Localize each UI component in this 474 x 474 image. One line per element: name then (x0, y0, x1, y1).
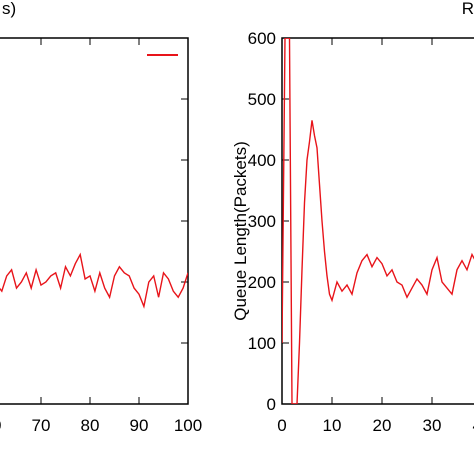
data-line (0, 252, 188, 309)
y-tick-label: 300 (248, 212, 276, 231)
y-tick-label: 500 (248, 90, 276, 109)
y-tick-label: 100 (248, 334, 276, 353)
y-tick-label: 200 (248, 273, 276, 292)
plot-area (282, 38, 474, 404)
x-tick-label: 70 (32, 416, 51, 435)
x-tick-label: 40 (473, 416, 474, 435)
y-axis-label: Queue Length(Packets) (231, 141, 250, 321)
plot-area (0, 252, 188, 309)
chart-title: s) (2, 0, 16, 18)
x-tick-label: 60 (0, 416, 1, 435)
x-tick-label: 90 (130, 416, 149, 435)
x-tick-label: 10 (323, 416, 342, 435)
x-tick-label: 20 (373, 416, 392, 435)
data-line (282, 38, 474, 404)
chart-title: R (462, 0, 474, 18)
y-tick-label: 600 (248, 29, 276, 48)
x-tick-label: 0 (277, 416, 286, 435)
x-tick-label: 80 (81, 416, 100, 435)
y-tick-label: 400 (248, 151, 276, 170)
x-tick-label: 30 (423, 416, 442, 435)
y-tick-label: 0 (267, 395, 276, 414)
plot-frame (281, 37, 474, 405)
plot-frame (0, 37, 189, 405)
x-tick-label: 100 (174, 416, 202, 435)
